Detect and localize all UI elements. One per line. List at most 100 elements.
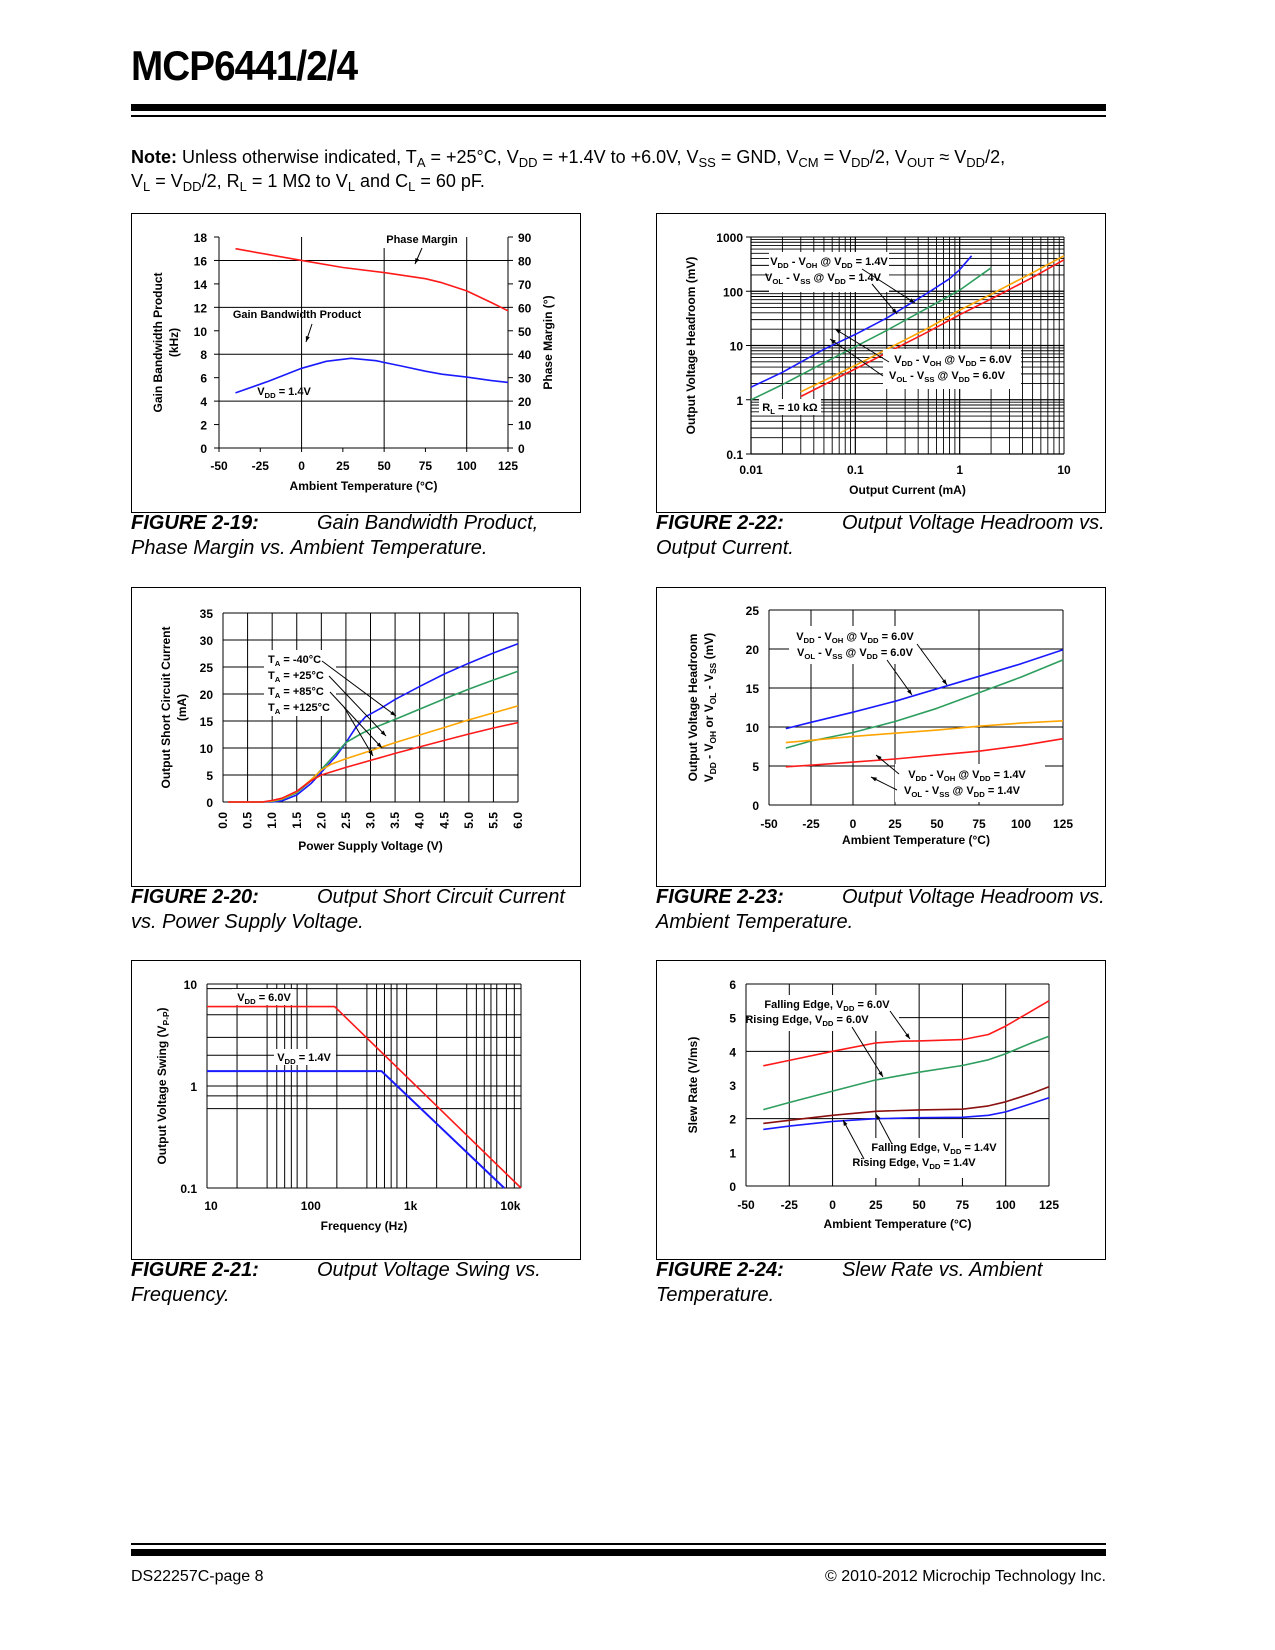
- x-tick-label: 0.0: [216, 812, 230, 829]
- arrow-head: [415, 258, 420, 264]
- caption-text: Slew Rate vs. Ambient Temperature.: [656, 1259, 1043, 1306]
- annotation-arrow: [851, 1026, 884, 1078]
- y-tick-label: 25: [200, 661, 214, 675]
- y-tick-label: 6: [200, 372, 207, 386]
- annotation-vol-6v: VOL​ - VSS​ @ VDD​ = 6.0V: [889, 370, 1006, 384]
- slew-line-3: [763, 1097, 1050, 1131]
- x-tick-label: 25: [336, 459, 350, 473]
- headroom-temp-line-2: [785, 720, 1064, 744]
- header-rule-thin: [131, 115, 1106, 117]
- y-tick-label: 25: [746, 604, 760, 618]
- y-tick-label: 0.1: [726, 448, 743, 462]
- y2-tick-label: 50: [518, 325, 532, 339]
- y2-tick-label: 10: [518, 419, 532, 433]
- caption-number: FIGURE 2-21:: [131, 1259, 259, 1281]
- label-background: [883, 349, 1021, 389]
- headroom-line-2: [800, 255, 1065, 393]
- caption-text: Output Voltage Headroom vs. Output Curre…: [656, 512, 1105, 559]
- x-tick-label: 100: [457, 459, 477, 473]
- y2-tick-label: 20: [518, 395, 532, 409]
- y-tick-label: 10: [200, 742, 214, 756]
- gbwp-line: [235, 357, 509, 394]
- headroom-line-0: [750, 255, 973, 388]
- label-background: [378, 230, 466, 248]
- x-tick-label: 25: [888, 817, 902, 831]
- y-tick-label: 15: [200, 715, 214, 729]
- x-tick-label: 100: [996, 1198, 1016, 1212]
- y-tick-label: 20: [200, 688, 214, 702]
- annotation-vol-1-4v: VOL​ - VSS​ @ VDD​ = 1.4V: [765, 272, 882, 286]
- annotation-arrow: [916, 643, 948, 686]
- y-tick-label: 2: [729, 1113, 736, 1127]
- annotation-arrow: [875, 1113, 893, 1145]
- y-tick-label: 0: [200, 442, 207, 456]
- y-tick-label: 14: [194, 278, 208, 292]
- caption-number: FIGURE 2-22:: [656, 512, 784, 534]
- annotation-phase-margin: Phase Margin: [386, 234, 458, 246]
- arrow-head: [876, 1114, 881, 1120]
- arrow-head: [909, 298, 915, 303]
- annotation-voh-6v: VDD​ - VOH​ @ VDD​ = 6.0V: [894, 354, 1012, 368]
- annotation-arrow: [834, 328, 890, 363]
- label-background: [759, 399, 821, 415]
- y-tick-label: 0: [752, 799, 759, 813]
- caption-text: Output Voltage Swing vs. Frequency.: [131, 1259, 541, 1306]
- y2-axis-label: Phase Margin (°): [541, 295, 555, 389]
- annotation-vol-6v: VOL​ - VSS​ @ VDD​ = 6.0V: [797, 647, 914, 661]
- x-tick-label: 3.0: [364, 812, 378, 829]
- x-tick-label: 75: [972, 817, 986, 831]
- phase-margin-line: [235, 247, 509, 312]
- x-axis-label: Ambient Temperature (°C): [290, 479, 438, 493]
- x-tick-label: -50: [210, 459, 228, 473]
- annotation-voh-6v: VDD​ - VOH​ @ VDD​ = 6.0V: [796, 631, 914, 645]
- annotation-vdd: VDD​ = 1.4V: [257, 386, 311, 400]
- x-tick-label: 5.0: [462, 812, 476, 829]
- y-tick-label: 1: [736, 394, 743, 408]
- x-tick-label: 125: [1053, 817, 1073, 831]
- annotation-voh-1-4v: VDD​ - VOH​ @ VDD​ = 1.4V: [770, 256, 888, 270]
- x-tick-label: 3.5: [388, 812, 402, 829]
- header-rule-thick: [131, 104, 1106, 111]
- x-tick-label: 50: [930, 817, 944, 831]
- x-axis-label: Ambient Temperature (°C): [842, 833, 990, 847]
- y-axis-label: Output Voltage Headroom: [686, 634, 700, 782]
- figure-2-24-chart: 0 1 2 3 4 5 6 -50 -25 0 25 50 75 100 125 Ambient Temper…: [656, 960, 1106, 1260]
- short-circuit-line-3: [227, 721, 519, 803]
- swing-line-6v: [207, 1005, 522, 1189]
- caption-text: Output Voltage Headroom vs. Ambient Temp…: [656, 886, 1105, 933]
- arrow-head: [835, 329, 841, 334]
- figure-2-24-caption: FIGURE 2-24: Slew Rate vs. Ambient Temper…: [656, 1258, 1116, 1308]
- y-tick-label: 0: [729, 1180, 736, 1194]
- arrow-head: [376, 742, 382, 748]
- figure-2-21-chart: 0.1 1 10 10 100 1k 10k Frequency (Hz) Output Vol…: [131, 960, 581, 1260]
- slew-line-1: [763, 1035, 1050, 1111]
- y-tick-label: 4: [729, 1045, 736, 1059]
- x-tick-label: -50: [737, 1198, 755, 1212]
- arrow-head: [368, 750, 373, 756]
- x-tick-label: 0: [829, 1198, 836, 1212]
- arrow-head: [878, 1071, 883, 1077]
- annotation-vdd-6v: VDD​ = 6.0V: [237, 992, 291, 1006]
- annotation-arrow: [328, 675, 387, 737]
- footer-doc-id: DS22257C-page 8: [131, 1568, 264, 1585]
- x-tick-label: 6.0: [511, 812, 525, 829]
- annotation-arrow: [871, 283, 898, 315]
- caption-number: FIGURE 2-24:: [656, 1259, 784, 1281]
- figure-2-21-caption: FIGURE 2-21: Output Voltage Swing vs. Fre…: [131, 1258, 591, 1308]
- figure-2-22-chart: 0.1 1 10 100 1000 0.01 0.1 1 10 Output Current (m…: [656, 213, 1106, 513]
- x-tick-label: 4.0: [413, 812, 427, 829]
- x-tick-label: 100: [1011, 817, 1031, 831]
- y-tick-label: 5: [752, 760, 759, 774]
- slew-line-2: [763, 1085, 1050, 1125]
- caption-number: FIGURE 2-19:: [131, 512, 259, 534]
- y-tick-label: 2: [200, 419, 207, 433]
- annotation-vol-1-4v: VOL​ - VSS​ @ VDD​ = 1.4V: [904, 785, 1021, 799]
- y-tick-label: 12: [194, 301, 208, 315]
- x-tick-label: 75: [419, 459, 433, 473]
- y-axis-label: Slew Rate (V/ms): [686, 1037, 700, 1134]
- x-tick-label: 5.5: [486, 812, 500, 829]
- footer-copyright: © 2010-2012 Microchip Technology Inc.: [825, 1568, 1106, 1585]
- y2-tick-label: 0: [518, 442, 525, 456]
- y-tick-label: 8: [200, 348, 207, 362]
- y-tick-label: 15: [746, 682, 760, 696]
